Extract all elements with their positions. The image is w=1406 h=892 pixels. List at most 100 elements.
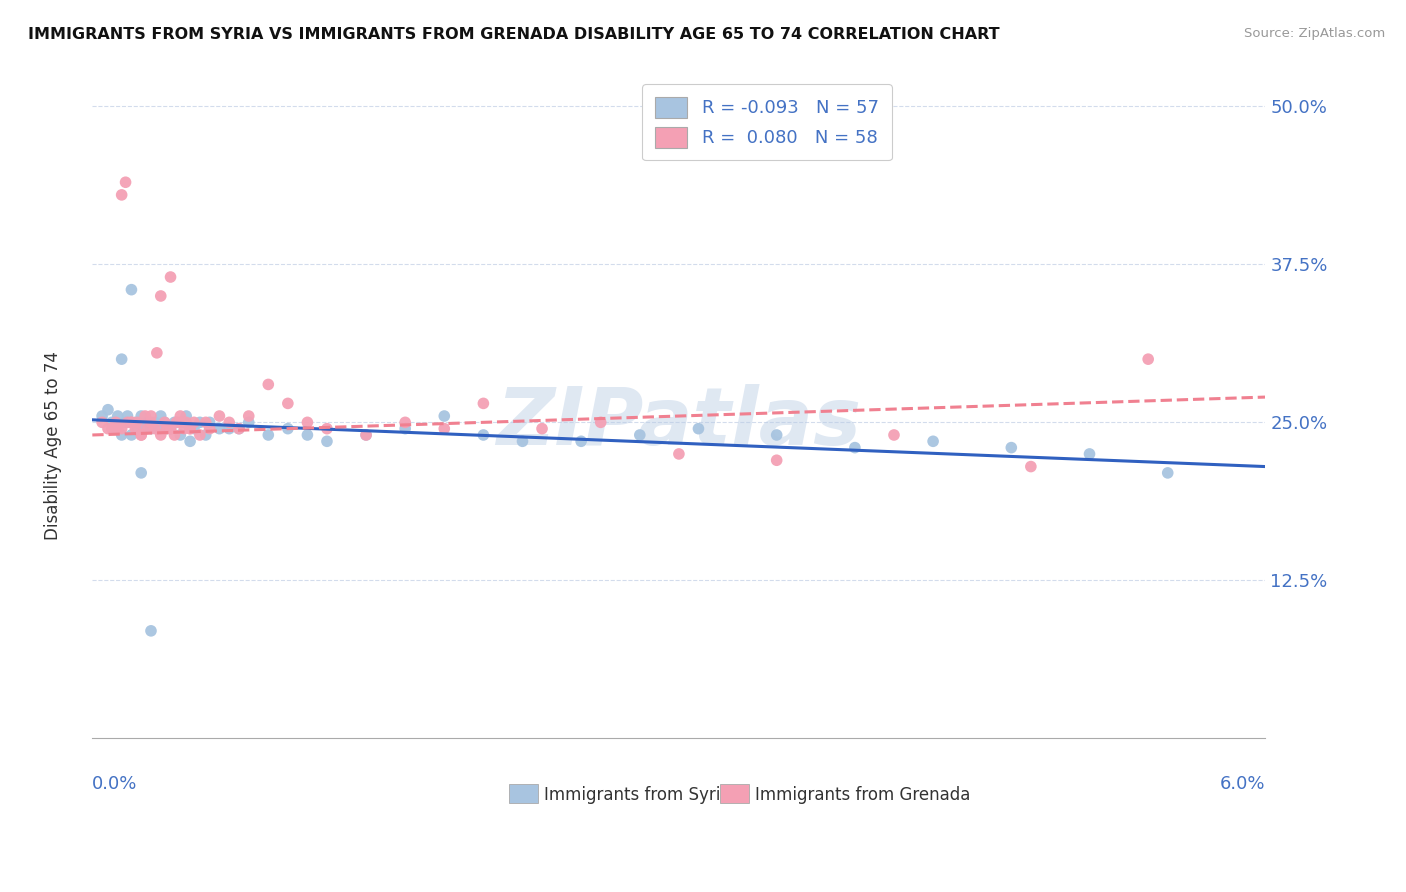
- Point: [531, 422, 554, 436]
- Point: [124, 422, 146, 436]
- Point: [394, 415, 416, 429]
- Text: IMMIGRANTS FROM SYRIA VS IMMIGRANTS FROM GRENADA DISABILITY AGE 65 TO 74 CORRELA: IMMIGRANTS FROM SYRIA VS IMMIGRANTS FROM…: [28, 27, 1000, 42]
- Point: [169, 428, 191, 442]
- Point: [129, 409, 152, 423]
- Point: [129, 466, 152, 480]
- Point: [668, 447, 690, 461]
- Point: [257, 377, 280, 392]
- Point: [218, 422, 240, 436]
- Point: [163, 428, 186, 442]
- Point: [104, 415, 127, 429]
- Point: [169, 409, 191, 423]
- Point: [120, 415, 142, 429]
- Point: [101, 422, 124, 436]
- Point: [149, 289, 172, 303]
- Point: [107, 422, 129, 436]
- Point: [688, 422, 710, 436]
- FancyBboxPatch shape: [720, 784, 749, 803]
- Point: [179, 434, 201, 449]
- Point: [174, 409, 197, 423]
- Point: [569, 434, 592, 449]
- Point: [194, 428, 217, 442]
- Point: [277, 422, 299, 436]
- Point: [208, 422, 231, 436]
- Point: [156, 422, 179, 436]
- Point: [194, 415, 217, 429]
- Point: [165, 415, 187, 429]
- Point: [198, 415, 221, 429]
- Point: [143, 415, 166, 429]
- Point: [139, 422, 162, 436]
- Point: [169, 415, 191, 429]
- Point: [107, 409, 129, 423]
- Point: [159, 422, 181, 436]
- Point: [101, 415, 124, 429]
- FancyBboxPatch shape: [509, 784, 538, 803]
- Point: [354, 428, 377, 442]
- Point: [156, 422, 179, 436]
- Point: [208, 409, 231, 423]
- Point: [297, 428, 319, 442]
- Point: [120, 428, 142, 442]
- Point: [136, 422, 159, 436]
- Point: [124, 415, 146, 429]
- Text: Disability Age 65 to 74: Disability Age 65 to 74: [45, 351, 62, 541]
- Point: [472, 396, 495, 410]
- Point: [394, 422, 416, 436]
- Point: [218, 415, 240, 429]
- Point: [765, 428, 787, 442]
- Point: [765, 453, 787, 467]
- Point: [628, 428, 651, 442]
- Point: [316, 422, 339, 436]
- Point: [179, 422, 201, 436]
- Point: [104, 422, 127, 436]
- Point: [120, 415, 142, 429]
- Point: [149, 428, 172, 442]
- Point: [228, 422, 250, 436]
- Point: [134, 422, 156, 436]
- Point: [139, 624, 162, 638]
- Point: [97, 402, 120, 417]
- Point: [97, 422, 120, 436]
- Point: [1157, 466, 1180, 480]
- Point: [183, 415, 205, 429]
- Point: [91, 409, 114, 423]
- Point: [149, 409, 172, 423]
- Point: [111, 187, 134, 202]
- Point: [173, 422, 195, 436]
- Point: [174, 415, 197, 429]
- Point: [316, 434, 339, 449]
- Point: [297, 415, 319, 429]
- Point: [1137, 352, 1160, 367]
- Point: [111, 352, 134, 367]
- Point: [433, 422, 456, 436]
- Point: [159, 270, 181, 285]
- Point: [512, 434, 534, 449]
- Point: [1078, 447, 1101, 461]
- Point: [159, 422, 181, 436]
- Point: [844, 441, 866, 455]
- Point: [183, 422, 205, 436]
- Point: [139, 409, 162, 423]
- Point: [238, 409, 260, 423]
- Point: [277, 396, 299, 410]
- Point: [129, 428, 152, 442]
- Point: [120, 283, 142, 297]
- Point: [111, 422, 134, 436]
- Point: [91, 415, 114, 429]
- Point: [111, 428, 134, 442]
- Point: [238, 415, 260, 429]
- Point: [228, 422, 250, 436]
- Point: [922, 434, 945, 449]
- Point: [127, 415, 149, 429]
- Text: ZIPatlas: ZIPatlas: [496, 384, 862, 462]
- Point: [153, 415, 176, 429]
- Point: [188, 415, 211, 429]
- Point: [163, 415, 186, 429]
- Text: 0.0%: 0.0%: [93, 775, 138, 793]
- Point: [354, 428, 377, 442]
- Point: [153, 415, 176, 429]
- Point: [136, 415, 159, 429]
- Point: [134, 409, 156, 423]
- Point: [1019, 459, 1042, 474]
